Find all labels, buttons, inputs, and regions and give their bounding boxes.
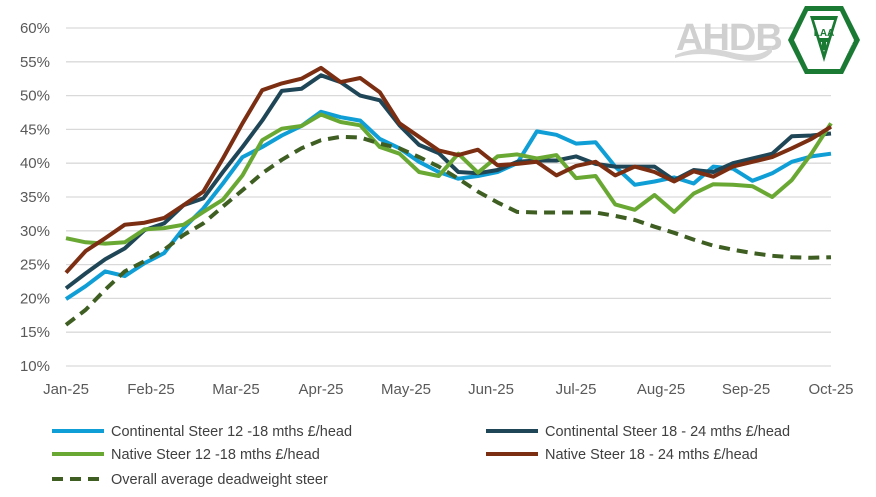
y-axis-labels: 10% 15% 20% 25% 30% 35% 40% 45% 50% 55% 60% xyxy=(20,20,50,375)
legend-label: Native Steer 18 - 24 mths £/head xyxy=(545,447,758,463)
svg-text:LAA: LAA xyxy=(814,28,835,39)
y-tick-label: 30% xyxy=(20,223,50,240)
x-axis-labels: Jan-25 Feb-25 Mar-25 Apr-25 May-25 Jun-25 Jul-… xyxy=(43,381,853,398)
legend-item: Continental Steer 18 - 24 mths £/head xyxy=(486,424,790,440)
gridlines xyxy=(66,27,831,367)
x-tick-label: Feb-25 xyxy=(127,381,175,398)
y-tick-label: 60% xyxy=(20,20,50,37)
x-tick-label: Sep-25 xyxy=(722,381,770,398)
series-line xyxy=(64,65,833,275)
x-tick-label: Apr-25 xyxy=(298,381,343,398)
legend-item: Overall average deadweight steer xyxy=(52,472,328,488)
series-lines xyxy=(64,65,833,327)
y-tick-label: 20% xyxy=(20,290,50,307)
legend-item: Native Steer 12 -18 mths £/head xyxy=(52,447,320,463)
x-tick-label: May-25 xyxy=(381,381,431,398)
series-line xyxy=(64,73,832,290)
legend-label: Native Steer 12 -18 mths £/head xyxy=(111,447,320,463)
x-tick-label: Mar-25 xyxy=(212,381,260,398)
svg-text:LIVESTOCK: LIVESTOCK xyxy=(813,11,836,16)
x-tick-label: Jun-25 xyxy=(468,381,514,398)
y-tick-label: 10% xyxy=(20,358,50,375)
legend-label: Continental Steer 18 - 24 mths £/head xyxy=(545,424,790,440)
y-tick-label: 55% xyxy=(20,54,50,71)
series-line xyxy=(65,112,833,246)
y-tick-label: 40% xyxy=(20,155,50,172)
ahdb-swoosh-icon xyxy=(675,46,772,61)
legend: Continental Steer 12 -18 mths £/head Cont… xyxy=(52,424,790,488)
legend-label: Continental Steer 12 -18 mths £/head xyxy=(111,424,352,440)
x-tick-label: Oct-25 xyxy=(808,381,853,398)
x-tick-label: Jul-25 xyxy=(556,381,597,398)
y-tick-label: 15% xyxy=(20,324,50,341)
legend-item: Native Steer 18 - 24 mths £/head xyxy=(486,447,758,463)
y-tick-label: 25% xyxy=(20,257,50,274)
legend-item: Continental Steer 12 -18 mths £/head xyxy=(52,424,352,440)
y-tick-label: 50% xyxy=(20,88,50,105)
y-tick-label: 45% xyxy=(20,121,50,138)
ahdb-logo: AHDB xyxy=(675,17,783,61)
series-line xyxy=(64,134,832,327)
laa-logo: LAA LIVESTOCK AUCTIONEERS ASSOCIATION xyxy=(788,6,860,74)
legend-label: Overall average deadweight steer xyxy=(111,472,328,488)
x-tick-label: Jan-25 xyxy=(43,381,89,398)
x-tick-label: Aug-25 xyxy=(637,381,685,398)
y-tick-label: 35% xyxy=(20,189,50,206)
